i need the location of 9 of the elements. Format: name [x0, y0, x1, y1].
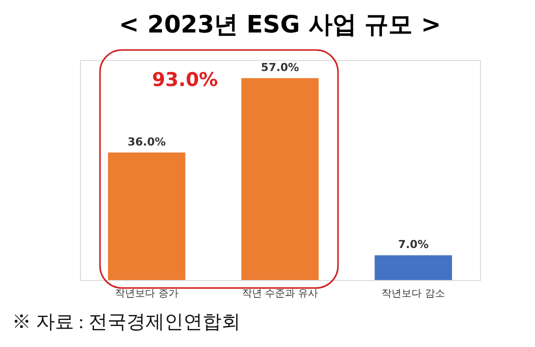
data-label: 7.0%: [398, 238, 429, 252]
data-label: 36.0%: [128, 136, 166, 149]
text: ※ 자료 : 전국경제인연합회: [12, 312, 241, 333]
chart-title: < 2023년 ESG 사업 규모 >: [118, 10, 442, 38]
x-tick-label: 작년보다 증가: [115, 288, 178, 300]
x-tick-label: 작년 수준과 유사: [242, 288, 318, 300]
data-label: 57.0%: [260, 61, 300, 74]
annotation: 93.0%: [152, 69, 218, 91]
x-tick-label: 작년보다 감소: [382, 288, 445, 300]
